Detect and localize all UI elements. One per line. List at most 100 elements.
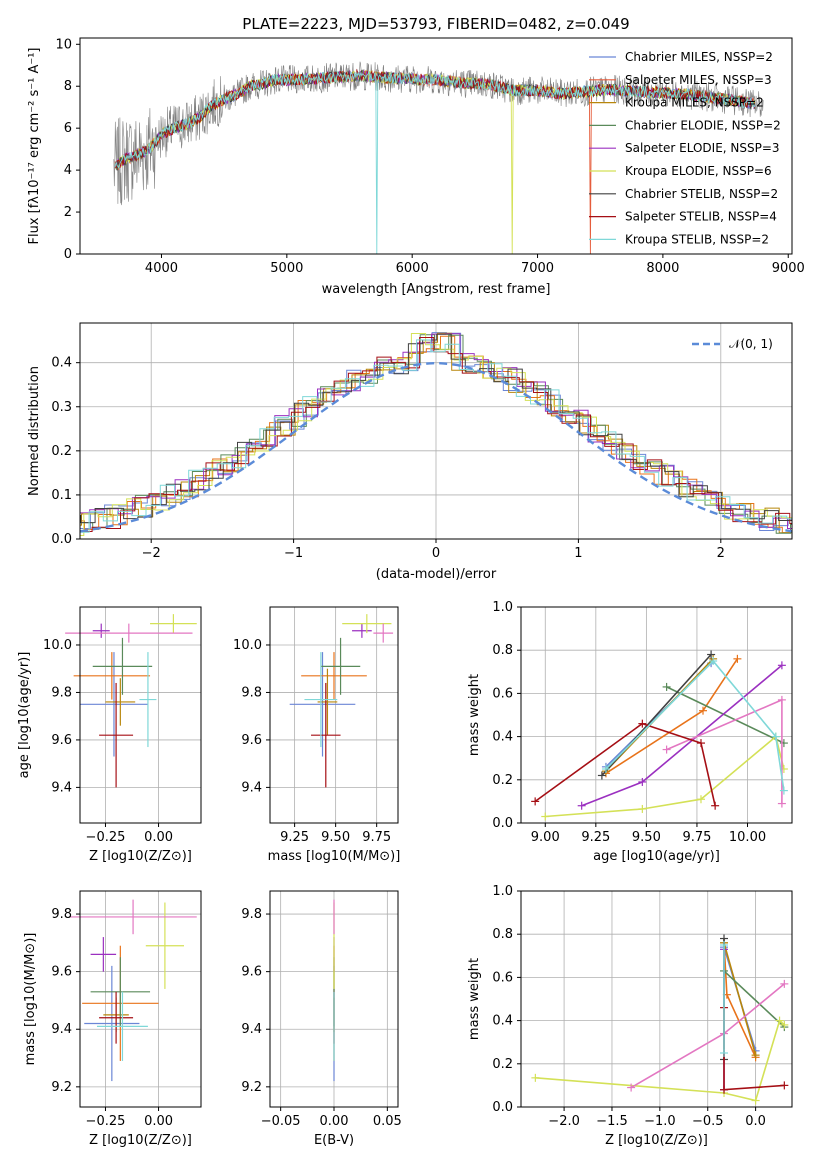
spectrum-title: PLATE=2223, MJD=53793, FIBERID=0482, z=0… [242,15,629,33]
ebv-mass-xtick-label: −0.05 [261,1114,301,1129]
z-mass-xtick-label: 0.00 [144,1114,173,1129]
z-weight-series-line [723,970,785,1028]
residuals-ytick-label: 0.1 [51,488,72,503]
z-weight-xtick-label: −1.5 [596,1114,628,1129]
z-weight-ytick-label: 0.4 [492,1014,513,1029]
z-weight-ytick-label: 0.0 [492,1100,513,1115]
age-weight-xtick-label: 9.25 [581,830,610,845]
age-weight-series-line [534,722,716,806]
spectrum-xtick-label: 9000 [772,261,805,276]
spectrum-ytick-label: 6 [64,121,72,136]
z-age-xlabel: Z [log10(Z/Z⊙)] [89,849,192,864]
spectrum-panel: PLATE=2223, MJD=53793, FIBERID=0482, z=0… [27,15,805,297]
ebv-mass-xlabel: E(B-V) [314,1133,354,1148]
spectrum-legend-label: Chabrier ELODIE, NSSP=2 [625,118,781,132]
residuals-ytick-label: 0.4 [51,356,72,371]
ebv-mass-ytick-label: 9.4 [241,1022,262,1037]
spectrum-legend-label: Kroupa STELIB, NSSP=2 [625,232,769,246]
mass-age-xlabel: mass [log10(M/M⊙)] [268,849,401,864]
mass-age-xtick-label: 9.25 [280,830,309,845]
z-weight-xtick-label: −0.5 [692,1114,724,1129]
age-weight-xtick-label: 9.00 [531,830,560,845]
spectrum-curves [113,61,764,255]
spectrum-legend-label: Kroupa MILES, NSSP=2 [625,96,764,110]
residuals-xtick-label: 1 [574,546,582,561]
residuals-ytick-label: 0.0 [51,532,72,547]
z-weight-xtick-label: 0.0 [745,1114,766,1129]
residuals-histogram-step [80,339,792,533]
residuals-ticks: −2 −1 0 1 2 0.0 0.1 0.2 0.3 0.4 [51,356,725,561]
spectrum-ytick-label: 10 [55,37,72,52]
residuals-histograms [79,332,793,536]
age-weight-ytick-label: 0.0 [492,816,513,831]
ebv-mass-ytick-label: 9.2 [241,1080,262,1095]
age-weight-xlabel: age [log10(age/yr)] [593,849,720,864]
spectrum-legend-label: Chabrier MILES, NSSP=2 [625,50,773,64]
z-age-xtick-label: 0.00 [144,830,173,845]
residuals-normal-curve [79,361,793,533]
spectrum-legend: Chabrier MILES, NSSP=2 Salpeter MILES, NS… [589,50,781,246]
z-mass-xlabel: Z [log10(Z/Z⊙)] [89,1133,192,1148]
mass-age-ytick-label: 10.0 [233,638,262,653]
z-mass-frame [79,890,202,1108]
residuals-legend: 𝒩(0, 1) [692,337,773,351]
z-weight-xlabel: Z [log10(Z/Z⊙)] [605,1133,708,1148]
z-age-frame [79,606,202,824]
spectrum-ytick-label: 2 [64,205,72,220]
age-weight-ytick-label: 0.4 [492,730,513,745]
z-weight-ylabel: mass weight [467,958,482,1040]
z-age-ytick-label: 9.6 [51,733,72,748]
age-weight-ytick-label: 0.8 [492,643,513,658]
z-mass-ylabel: mass [log10(M/M⊙)] [23,933,38,1066]
spectrum-ytick-label: 4 [64,163,72,178]
spectrum-legend-label: Kroupa ELODIE, NSSP=6 [625,164,772,178]
age-weight-xtick-label: 10.00 [729,830,766,845]
age-weight-ytick-label: 0.6 [492,686,513,701]
spectrum-ylabel: Flux [fλ10⁻¹⁷ erg cm⁻² s⁻¹ A⁻¹] [27,48,42,245]
spectrum-ytick-label: 8 [64,79,72,94]
residuals-xlabel: (data-model)/error [376,567,497,582]
age-weight-ytick-label: 0.2 [492,773,513,788]
z-mass-panel: −0.25 0.00 9.2 9.4 9.6 9.8 Z [log10(Z/Z⊙)] mass… [23,890,202,1148]
residuals-panel: −2 −1 0 1 2 0.0 0.1 0.2 0.3 0.4 𝒩(0, 1) (data-mod… [27,322,793,582]
spectrum-ticks: 4000 5000 6000 7000 8000 9000 0 2 4 6 8 10 [55,37,804,276]
age-weight-panel: 9.00 9.25 9.50 9.75 10.00 0.0 0.2 0.4 0.6 0.8 1.0 a… [467,600,793,864]
ebv-mass-ytick-label: 9.6 [241,965,262,980]
z-mass-ytick-label: 9.6 [51,965,72,980]
z-mass-ytick-label: 9.8 [51,907,72,922]
ebv-mass-xtick-label: 0.05 [373,1114,402,1129]
z-age-ytick-label: 9.4 [51,780,72,795]
residuals-xtick-label: −1 [284,546,303,561]
age-weight-series-line [666,686,785,744]
residuals-xtick-label: 0 [432,546,440,561]
spectrum-legend-label: Salpeter ELODIE, NSSP=3 [625,141,780,155]
age-weight-xtick-label: 9.75 [682,830,711,845]
z-weight-panel: −2.0 −1.5 −1.0 −0.5 0.0 0.0 0.2 0.4 0.6 0.8 1.0 Z [… [467,884,793,1148]
mass-age-frame [269,606,399,824]
ebv-mass-xtick-label: 0.00 [320,1114,349,1129]
z-weight-xtick-label: −2.0 [548,1114,580,1129]
z-weight-ytick-label: 1.0 [492,884,513,899]
mass-age-panel: 9.25 9.50 9.75 9.4 9.6 9.8 10.0 mass [log10(M/M… [233,606,401,864]
z-weight-ytick-label: 0.2 [492,1057,513,1072]
residuals-xtick-label: 2 [717,546,725,561]
age-weight-ylabel: mass weight [467,674,482,756]
spectrum-xtick-label: 5000 [270,261,303,276]
mass-age-xtick-label: 9.75 [362,830,391,845]
spectrum-legend-label: Salpeter STELIB, NSSP=4 [625,210,777,224]
z-weight-xtick-label: −1.0 [644,1114,676,1129]
spectrum-model-line [114,70,756,255]
spectrum-xtick-label: 7000 [521,261,554,276]
ebv-mass-ytick-label: 9.8 [241,907,262,922]
spectrum-xtick-label: 8000 [646,261,679,276]
mass-age-ytick-label: 9.8 [241,685,262,700]
z-age-xtick-label: −0.25 [86,830,126,845]
residuals-ytick-label: 0.2 [51,444,72,459]
mass-age-xtick-label: 9.50 [321,830,350,845]
spectrum-legend-label: Chabrier STELIB, NSSP=2 [625,187,778,201]
spectrum-xtick-label: 4000 [145,261,178,276]
age-weight-ytick-label: 1.0 [492,600,513,615]
z-age-ylabel: age [log10(age/yr)] [17,652,32,779]
